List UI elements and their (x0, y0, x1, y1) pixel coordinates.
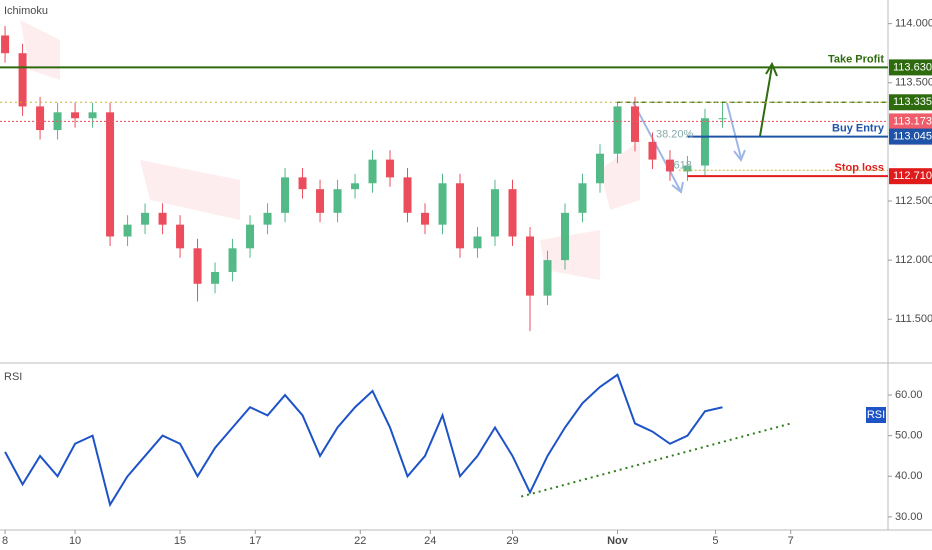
candle-body (386, 159, 395, 178)
candle-body (683, 165, 692, 172)
y-tick-label: 50.00 (895, 430, 923, 442)
x-tick-label: Nov (607, 535, 629, 547)
candle-body (141, 212, 150, 225)
candle-body (403, 177, 412, 213)
level-badge (889, 113, 932, 130)
candle-body (491, 189, 500, 237)
y-tick-label: 114.000 (895, 18, 932, 30)
candle-body (578, 183, 587, 213)
x-tick-label: 17 (249, 535, 261, 547)
candle-body (560, 212, 569, 261)
arrows (632, 61, 778, 194)
candle-body (526, 236, 535, 296)
legend-label: RSI (867, 409, 885, 421)
candle-body (158, 212, 167, 225)
candle-body (123, 224, 132, 237)
candle-body (71, 112, 80, 119)
candle-body (176, 224, 185, 249)
candle-body (36, 106, 45, 131)
x-tick-label: 24 (424, 535, 436, 547)
level-label: 113.045 (893, 130, 932, 142)
candle-body (228, 248, 237, 272)
chart-title: Ichimoku (4, 5, 48, 17)
candle-body (648, 141, 657, 160)
candle-body (246, 224, 255, 249)
candle-body (106, 112, 115, 237)
y-tick-label: 113.500 (895, 77, 932, 89)
y-tick-label: 60.00 (895, 389, 923, 401)
candle-body (595, 153, 604, 184)
level-label: 113.630 (893, 61, 932, 73)
ichimoku-cloud (20, 20, 640, 280)
candle-body (351, 183, 360, 190)
candle-body (508, 189, 517, 237)
level-name: Stop loss (834, 162, 884, 174)
candle-body (281, 177, 290, 213)
level-name: Buy Entry (832, 122, 885, 134)
candle-body (700, 118, 709, 166)
candle-body (211, 271, 220, 284)
level-label: 113.173 (893, 115, 932, 127)
y-tick-label: 30.00 (895, 511, 923, 523)
candle-body (718, 118, 727, 120)
candle-body (316, 189, 325, 213)
candle-body (368, 159, 377, 184)
level-label: 113.335 (893, 96, 932, 108)
x-tick-label: 15 (174, 535, 186, 547)
candle-body (613, 106, 622, 154)
candle-body (473, 236, 482, 249)
candle-body (333, 189, 342, 213)
level-badge (889, 94, 932, 111)
level-badge (889, 128, 932, 145)
candle-body (438, 183, 447, 225)
rsi-title: RSI (4, 371, 22, 383)
x-tick-label: 7 (788, 535, 794, 547)
x-tick-label: 5 (712, 535, 718, 547)
candle-body (421, 212, 430, 225)
y-tick-label: 111.500 (895, 313, 932, 325)
x-tick-label: 22 (354, 535, 366, 547)
rsi-line (4, 373, 723, 508)
y-tick-label: 112.500 (895, 195, 932, 207)
candle-body (88, 112, 97, 119)
candle-body (543, 260, 552, 296)
y-tick-label: 112.000 (895, 254, 932, 266)
level-badge (889, 168, 932, 185)
candle-body (263, 212, 272, 225)
candle-body (18, 53, 27, 107)
x-tick-label: 8 (2, 535, 8, 547)
level-badge (889, 59, 932, 76)
fib-label: 618 (673, 159, 691, 171)
level-name: Take Profit (828, 53, 884, 65)
trendline (520, 422, 791, 498)
legend-badge (866, 407, 886, 423)
x-tick-label: 10 (69, 535, 81, 547)
x-tick-label: 29 (506, 535, 518, 547)
candle-body (193, 248, 202, 284)
candle-body (665, 159, 674, 172)
y-tick-label: 40.00 (895, 470, 923, 482)
candle-body (630, 106, 639, 142)
candle-body (1, 35, 10, 54)
fib-label: 38.20% (656, 129, 694, 141)
candle-body (298, 177, 307, 190)
level-label: 112.710 (893, 170, 932, 182)
candle-body (456, 183, 465, 249)
